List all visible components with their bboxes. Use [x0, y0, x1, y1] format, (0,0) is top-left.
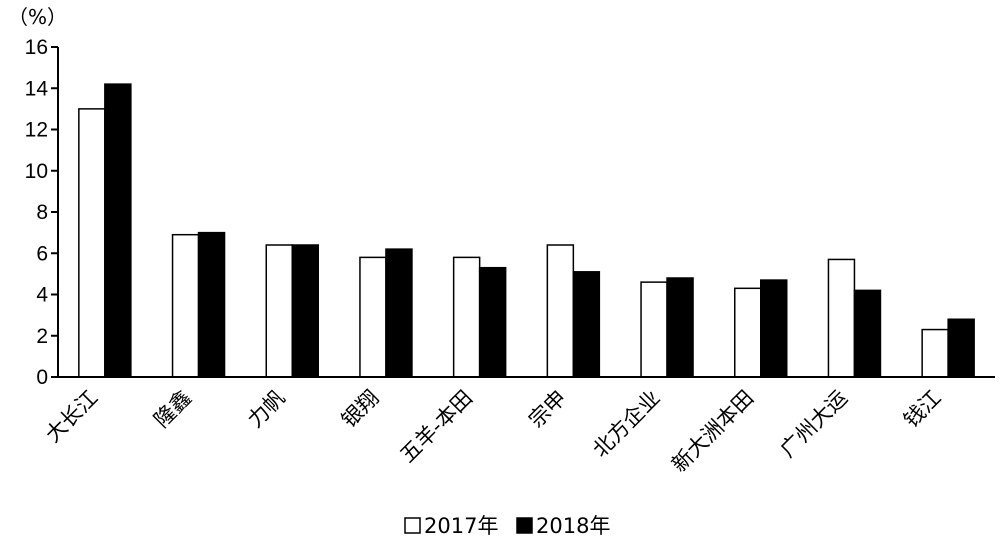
y-tick-label: 10: [25, 160, 48, 183]
bars: [78, 83, 975, 378]
bar-series2: [197, 231, 226, 378]
bar-series1: [734, 287, 762, 378]
x-category-label: 五羊-本田: [395, 386, 477, 468]
y-tick-label: 0: [36, 366, 48, 389]
legend-swatch: [516, 517, 533, 534]
x-category-label: 银翔: [337, 386, 384, 433]
bar-series2: [104, 83, 132, 378]
bar-series1: [78, 108, 106, 378]
category-labels: 大长江 隆鑫 力帆 银翔 五羊-本田 宗申 北方企业 新大洲本田 广州大运 钱江: [41, 386, 946, 477]
bar-series2: [385, 248, 413, 378]
legend-swatch: [404, 517, 421, 534]
x-category-label: 隆鑫: [149, 386, 196, 433]
legend-label: 2018年: [536, 514, 610, 538]
bar-series1: [921, 328, 949, 378]
bar-series1: [546, 244, 575, 378]
bar-series1: [359, 256, 387, 378]
bar-series2: [853, 289, 882, 378]
bar-series1: [827, 258, 856, 378]
bar-series1: [265, 244, 293, 378]
y-tick-label: 2: [36, 325, 48, 348]
legend: 2017年 2018年: [404, 514, 610, 538]
bar-series1: [171, 233, 200, 378]
y-tick-label: 12: [25, 119, 48, 142]
bar-series2: [947, 318, 975, 378]
x-category-label: 北方企业: [588, 386, 664, 462]
y-tick-label: 14: [25, 77, 49, 100]
bar-series1: [640, 281, 668, 378]
x-category-label: 力帆: [243, 386, 290, 433]
x-category-label: 钱江: [899, 386, 946, 433]
y-axis-ticks: 0 2 4 6 8 10 12 14 16: [25, 36, 58, 389]
y-tick-label: 6: [36, 242, 48, 265]
x-category-label: 广州大运: [776, 386, 852, 462]
x-category-label: 新大洲本田: [667, 386, 758, 477]
x-category-label: 大长江: [41, 386, 103, 448]
x-category-label: 宗申: [524, 386, 571, 433]
bar-series2: [572, 271, 601, 378]
y-tick-label: 8: [36, 201, 48, 224]
legend-label: 2017年: [424, 514, 498, 538]
bar-series2: [291, 244, 319, 378]
y-tick-label: 16: [25, 36, 48, 59]
bar-series2: [666, 277, 694, 378]
bar-series2: [478, 266, 507, 378]
y-tick-label: 4: [36, 284, 48, 307]
y-axis-unit-label: （%）: [8, 5, 67, 29]
bar-series2: [760, 279, 788, 378]
bar-series1: [452, 256, 481, 378]
